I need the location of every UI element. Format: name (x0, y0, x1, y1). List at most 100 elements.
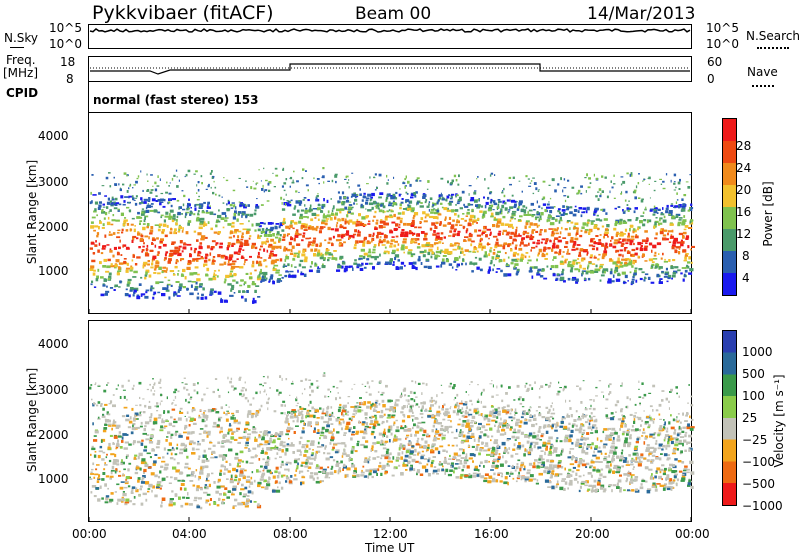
power-cell (400, 217, 403, 220)
power-cell (460, 218, 465, 220)
power-cell (189, 253, 192, 255)
power-cell (107, 277, 111, 280)
velocity-cell (119, 446, 123, 449)
velocity-cell (608, 438, 612, 441)
power-cell (134, 263, 138, 266)
velocity-cell (118, 431, 121, 434)
power-cell (206, 206, 211, 209)
velocity-cell (498, 453, 501, 456)
power-cell (411, 266, 416, 269)
power-cell (507, 211, 509, 214)
power-cell (606, 195, 609, 199)
velocity-cell (499, 480, 503, 483)
power-cell (139, 202, 144, 204)
velocity-cell (479, 461, 483, 464)
power-cell (363, 192, 366, 195)
power-cell (402, 240, 407, 244)
power-cell (298, 263, 302, 267)
power-cell (354, 241, 357, 245)
velocity-cell (159, 487, 162, 490)
power-cell (407, 204, 409, 206)
power-cell (673, 189, 676, 191)
power-cell (628, 207, 631, 209)
velocity-cell (191, 431, 195, 434)
power-cell (525, 175, 528, 178)
velocity-cell (387, 429, 391, 433)
date-title: 14/Mar/2013 (587, 4, 696, 24)
power-cbar-tick: 8 (742, 249, 750, 263)
velocity-cell (335, 449, 340, 453)
power-cell (629, 240, 634, 243)
velocity-cell (235, 452, 239, 456)
velocity-cell (412, 411, 414, 414)
velocity-cell (357, 409, 362, 413)
velocity-cell (538, 426, 542, 429)
power-cell (634, 196, 637, 200)
power-cell (637, 182, 640, 185)
power-cell (404, 246, 408, 249)
power-cell (401, 198, 404, 200)
power-cell (369, 176, 371, 179)
power-cell (540, 241, 543, 244)
power-cell (124, 293, 129, 297)
power-cell (91, 200, 93, 204)
velocity-cell (303, 422, 306, 426)
velocity-cell (239, 492, 242, 496)
power-cell (258, 169, 260, 171)
velocity-cell (586, 432, 590, 435)
power-cell (245, 213, 250, 216)
power-cell (614, 239, 619, 242)
velocity-cell (556, 480, 559, 484)
power-cell (609, 243, 613, 247)
power-cell (647, 219, 652, 223)
velocity-cell (613, 451, 617, 455)
velocity-cell (409, 405, 413, 410)
power-cell (668, 259, 671, 262)
velocity-cell (238, 478, 241, 481)
power-cell (503, 273, 508, 277)
velocity-cell (177, 417, 182, 421)
power-cell (354, 198, 358, 202)
power-cell (207, 203, 209, 207)
power-cell (201, 182, 203, 185)
power-cell (600, 274, 605, 277)
power-cell (123, 219, 128, 222)
velocity-cell (493, 441, 498, 445)
power-cell (560, 213, 565, 216)
power-cell (402, 238, 407, 241)
power-cell (689, 219, 694, 222)
power-cell (591, 263, 596, 265)
power-cell (673, 270, 678, 274)
power-cell (266, 200, 270, 202)
power-cell (471, 208, 474, 211)
power-cell (505, 264, 510, 267)
power-cell (361, 199, 364, 202)
velocity-cell (224, 468, 229, 471)
power-cell (140, 233, 143, 236)
power-cell (311, 227, 316, 231)
power-cell (91, 280, 94, 283)
power-cell (614, 266, 619, 270)
power-cell (429, 197, 433, 200)
velocity-cell (507, 451, 510, 455)
power-cell (631, 235, 635, 238)
velocity-cell (229, 441, 233, 444)
power-cell (555, 277, 559, 281)
velocity-cell (494, 467, 499, 470)
power-cell (268, 181, 272, 184)
power-cell (481, 233, 484, 236)
velocity-cell (178, 472, 184, 474)
velocity-cell (544, 451, 546, 456)
power-cell (538, 233, 542, 236)
velocity-cell (411, 415, 415, 417)
power-cell (339, 255, 344, 259)
velocity-cell (491, 419, 496, 422)
power-cell (257, 251, 260, 256)
power-cell (498, 201, 500, 204)
velocity-cell (613, 467, 618, 470)
velocity-cell (401, 419, 406, 423)
power-cell (103, 258, 108, 262)
velocity-cell (626, 477, 629, 481)
power-cell (438, 255, 441, 257)
power-cell (545, 238, 549, 241)
